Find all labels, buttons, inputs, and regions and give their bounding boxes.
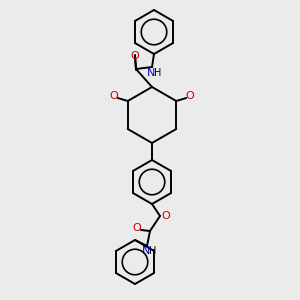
Text: O: O: [186, 91, 195, 101]
Text: O: O: [110, 91, 118, 101]
Text: H: H: [149, 246, 157, 256]
Text: H: H: [154, 68, 162, 78]
Text: O: O: [162, 211, 170, 221]
Text: O: O: [130, 51, 140, 61]
Text: N: N: [147, 68, 155, 78]
Text: N: N: [142, 246, 150, 256]
Text: O: O: [133, 223, 141, 233]
